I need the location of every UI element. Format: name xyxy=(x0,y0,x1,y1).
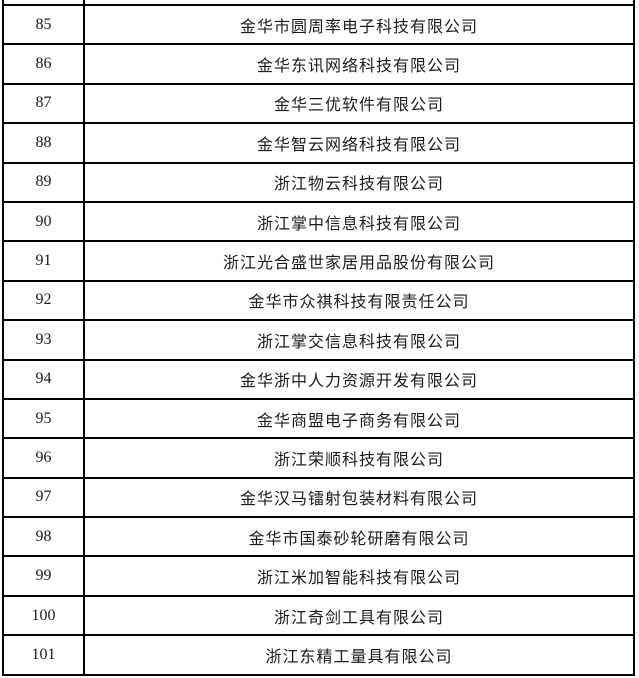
row-index-cell: 100 xyxy=(2,594,85,637)
table-row: 92 金华市众祺科技有限责任公司 xyxy=(2,279,635,322)
company-table: 85 金华市圆周率电子科技有限公司 86 金华东讯网络科技有限公司 87 金华三… xyxy=(2,3,635,676)
table-row: 91 浙江光合盛世家居用品股份有限公司 xyxy=(2,240,635,282)
company-name-cell: 浙江掌交信息科技有限公司 xyxy=(83,319,635,361)
company-name-cell: 浙江米加智能科技有限公司 xyxy=(83,555,635,597)
row-index-cell: 94 xyxy=(2,358,85,400)
table-row: 90 浙江掌中信息科技有限公司 xyxy=(2,200,635,243)
row-index-cell: 90 xyxy=(2,200,85,243)
table-row: 85 金华市圆周率电子科技有限公司 xyxy=(2,3,635,46)
row-index-cell: 96 xyxy=(2,437,85,479)
company-name-cell: 浙江东精工量具有限公司 xyxy=(83,634,635,676)
table-row: 87 金华三优软件有限公司 xyxy=(2,82,635,125)
table-row: 86 金华东讯网络科技有限公司 xyxy=(2,43,635,85)
row-index-cell: 85 xyxy=(2,3,85,46)
table-row: 97 金华汉马镭射包装材料有限公司 xyxy=(2,476,635,519)
company-name-cell: 浙江掌中信息科技有限公司 xyxy=(83,200,635,243)
company-name-cell: 金华市国泰砂轮研磨有限公司 xyxy=(83,516,635,558)
row-index-cell: 88 xyxy=(2,122,85,164)
row-index-cell: 86 xyxy=(2,43,85,85)
column-divider-stub xyxy=(83,0,85,4)
previous-row-sliver xyxy=(2,0,635,4)
row-index-cell: 97 xyxy=(2,476,85,519)
table-row: 94 金华浙中人力资源开发有限公司 xyxy=(2,358,635,400)
company-name-cell: 金华三优软件有限公司 xyxy=(83,82,635,125)
table-row: 95 金华商盟电子商务有限公司 xyxy=(2,397,635,440)
table-row: 101 浙江东精工量具有限公司 xyxy=(2,634,635,676)
row-index-cell: 101 xyxy=(2,634,85,676)
company-name-cell: 浙江物云科技有限公司 xyxy=(83,161,635,203)
company-name-cell: 浙江奇剑工具有限公司 xyxy=(83,594,635,637)
row-index-cell: 91 xyxy=(2,240,85,282)
table-row: 99 浙江米加智能科技有限公司 xyxy=(2,555,635,597)
row-index-cell: 98 xyxy=(2,516,85,558)
table-row: 96 浙江荣顺科技有限公司 xyxy=(2,437,635,479)
company-name-cell: 金华商盟电子商务有限公司 xyxy=(83,397,635,440)
company-name-cell: 金华汉马镭射包装材料有限公司 xyxy=(83,476,635,519)
table-row: 93 浙江掌交信息科技有限公司 xyxy=(2,319,635,361)
table-row: 89 浙江物云科技有限公司 xyxy=(2,161,635,203)
row-index-cell: 89 xyxy=(2,161,85,203)
row-index-cell: 99 xyxy=(2,555,85,597)
company-name-cell: 浙江荣顺科技有限公司 xyxy=(83,437,635,479)
company-name-cell: 金华市圆周率电子科技有限公司 xyxy=(83,3,635,46)
company-name-cell: 金华东讯网络科技有限公司 xyxy=(83,43,635,85)
row-index-cell: 87 xyxy=(2,82,85,125)
company-name-cell: 金华市众祺科技有限责任公司 xyxy=(83,279,635,322)
company-table-body: 85 金华市圆周率电子科技有限公司 86 金华东讯网络科技有限公司 87 金华三… xyxy=(2,3,635,676)
company-name-cell: 金华浙中人力资源开发有限公司 xyxy=(83,358,635,400)
company-name-cell: 金华智云网络科技有限公司 xyxy=(83,122,635,164)
row-index-cell: 93 xyxy=(2,319,85,361)
table-row: 100 浙江奇剑工具有限公司 xyxy=(2,594,635,637)
company-name-cell: 浙江光合盛世家居用品股份有限公司 xyxy=(83,240,635,282)
table-row: 98 金华市国泰砂轮研磨有限公司 xyxy=(2,516,635,558)
row-index-cell: 92 xyxy=(2,279,85,322)
table-row: 88 金华智云网络科技有限公司 xyxy=(2,122,635,164)
row-index-cell: 95 xyxy=(2,397,85,440)
